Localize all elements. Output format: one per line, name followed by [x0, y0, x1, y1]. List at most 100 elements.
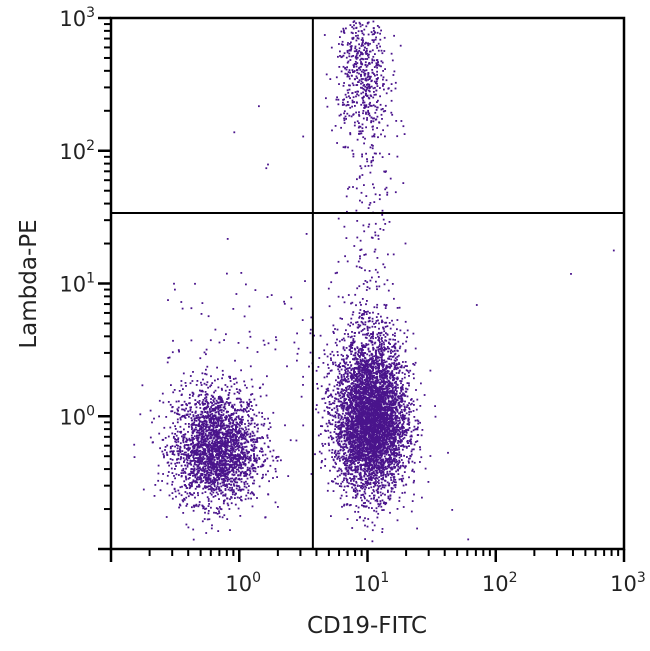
data-point — [202, 451, 204, 454]
data-point — [391, 487, 394, 490]
data-point — [211, 439, 214, 442]
data-point — [248, 485, 250, 487]
data-point — [199, 389, 201, 392]
data-point — [398, 412, 400, 415]
data-point — [233, 466, 236, 469]
data-point — [255, 414, 258, 417]
data-point — [350, 342, 352, 344]
data-point — [237, 485, 240, 487]
data-point — [411, 402, 413, 405]
data-point — [222, 502, 225, 505]
data-point — [354, 380, 357, 382]
data-point — [375, 361, 378, 363]
data-point — [236, 391, 239, 393]
data-point — [345, 361, 348, 364]
data-point — [346, 503, 349, 505]
data-point — [373, 421, 376, 424]
data-point — [158, 432, 161, 435]
data-point — [229, 529, 231, 531]
data-point — [191, 481, 193, 484]
data-point — [337, 392, 340, 395]
data-point — [224, 439, 227, 442]
data-point — [207, 450, 210, 452]
data-point — [191, 422, 194, 425]
data-point — [358, 473, 361, 475]
data-point — [231, 419, 233, 421]
data-point — [358, 389, 361, 392]
data-point — [224, 437, 226, 440]
data-point — [240, 423, 243, 426]
data-point — [232, 457, 235, 460]
data-point — [255, 446, 258, 449]
data-point — [253, 453, 255, 456]
data-point — [359, 370, 361, 373]
data-point — [221, 432, 224, 435]
data-point — [252, 409, 254, 411]
data-point — [216, 508, 219, 510]
data-point — [224, 416, 226, 419]
data-point — [240, 419, 243, 422]
data-point — [244, 462, 246, 465]
data-point — [213, 456, 216, 458]
data-point — [207, 505, 210, 507]
data-point — [215, 479, 218, 482]
data-point — [213, 467, 215, 469]
data-point — [225, 415, 228, 417]
data-point — [223, 514, 226, 517]
data-point — [218, 488, 220, 490]
data-point — [359, 378, 361, 381]
data-point — [221, 444, 224, 446]
data-point — [154, 484, 157, 486]
data-point — [189, 461, 192, 464]
data-point — [227, 418, 230, 421]
data-point — [174, 425, 176, 428]
data-point — [272, 477, 274, 479]
data-point — [169, 450, 172, 453]
data-point — [172, 450, 175, 453]
data-point — [215, 466, 217, 469]
data-point — [234, 461, 237, 464]
data-point — [245, 486, 248, 489]
data-point — [261, 450, 264, 453]
data-point — [202, 444, 204, 446]
data-point — [192, 465, 195, 468]
data-point — [208, 431, 211, 434]
data-point — [239, 421, 241, 424]
data-point — [215, 399, 218, 402]
data-point — [217, 418, 220, 421]
data-point — [214, 421, 217, 424]
data-point — [174, 490, 177, 493]
data-point — [171, 481, 174, 483]
data-point — [193, 480, 195, 482]
data-point — [262, 424, 265, 427]
data-point — [199, 449, 202, 452]
data-point — [206, 477, 208, 479]
data-point — [237, 417, 240, 419]
data-point — [185, 403, 188, 405]
data-point — [234, 446, 237, 448]
data-point — [401, 419, 404, 422]
data-point — [209, 437, 212, 440]
data-point — [386, 377, 388, 380]
data-point — [401, 377, 404, 380]
data-point — [226, 457, 229, 460]
data-point — [377, 458, 380, 461]
data-point — [202, 469, 205, 472]
data-point — [185, 523, 188, 526]
data-point — [261, 463, 264, 466]
data-point — [179, 418, 182, 421]
data-point — [412, 363, 415, 365]
data-point — [358, 406, 361, 409]
data-point — [351, 402, 354, 405]
data-point — [235, 470, 238, 473]
data-point — [177, 489, 180, 492]
data-point — [406, 456, 408, 458]
data-point — [195, 478, 198, 481]
data-point — [269, 450, 272, 453]
data-point — [210, 470, 213, 473]
data-point — [251, 430, 254, 433]
data-point — [208, 469, 211, 471]
data-point — [261, 436, 264, 438]
data-point — [404, 417, 407, 420]
data-point — [217, 463, 219, 466]
